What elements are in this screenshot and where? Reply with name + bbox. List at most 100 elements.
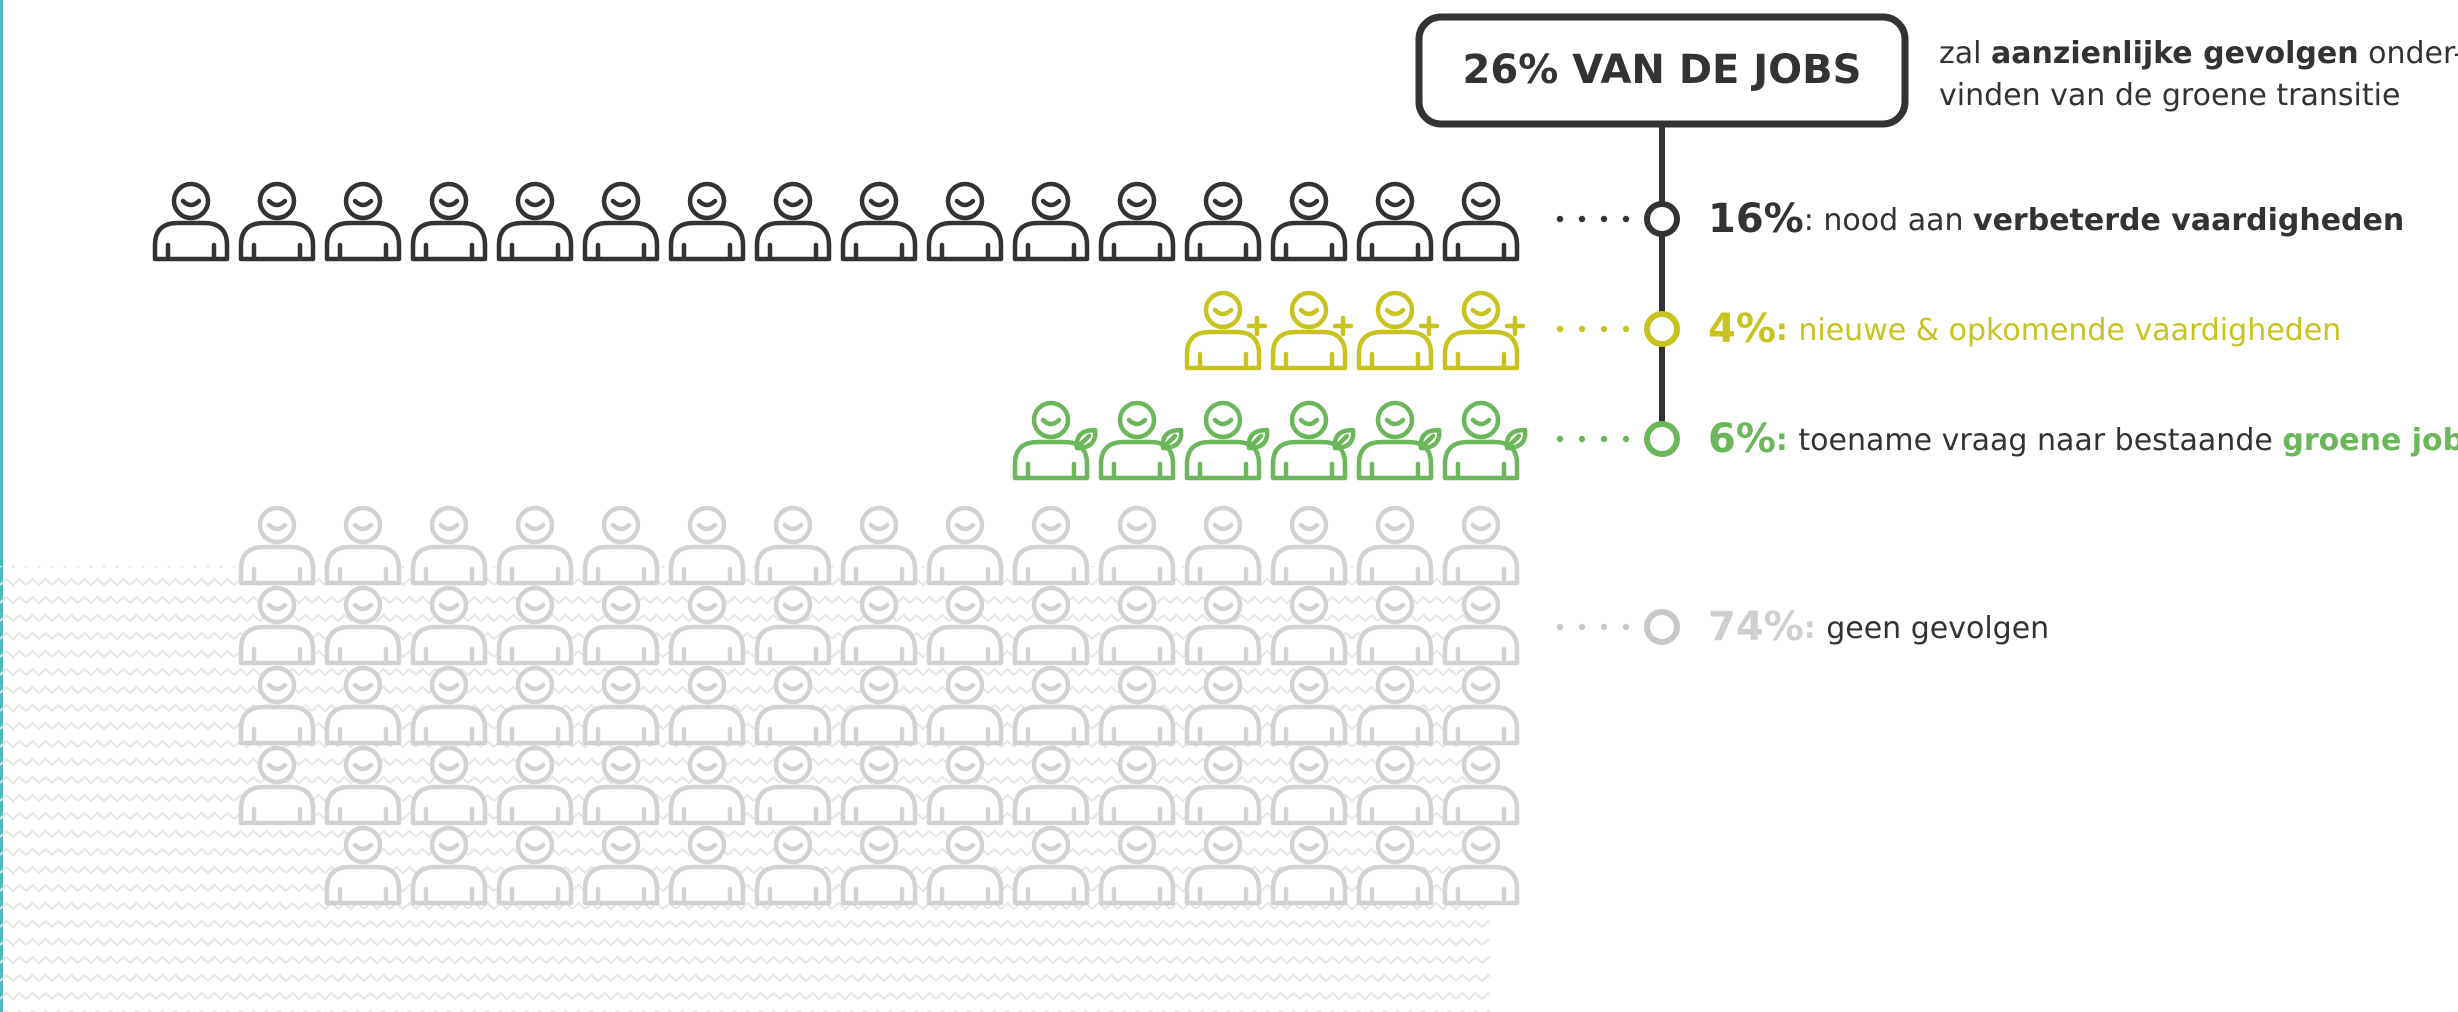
icon-smile xyxy=(1040,762,1062,772)
icon-body xyxy=(1356,220,1434,262)
icon-head xyxy=(1289,745,1329,785)
icon-head xyxy=(687,505,727,545)
icon-head xyxy=(773,505,813,545)
icon-body xyxy=(410,624,488,666)
icon-head xyxy=(859,181,899,221)
person-icon xyxy=(496,505,574,586)
person-icon xyxy=(668,181,746,262)
icon-leaf xyxy=(1418,427,1442,451)
icon-head xyxy=(1031,745,1071,785)
icon-head xyxy=(1117,825,1157,865)
leader-dot xyxy=(1556,215,1564,223)
icon-smile xyxy=(438,198,460,208)
person-icon xyxy=(668,505,746,586)
icon-smile xyxy=(352,198,374,208)
icon-smile xyxy=(1040,522,1062,532)
icon-smile xyxy=(1212,682,1234,692)
person-icon xyxy=(1098,181,1176,262)
person-icon xyxy=(1270,505,1348,586)
icon-body xyxy=(410,864,488,906)
icon-head xyxy=(1375,745,1415,785)
icon-smile xyxy=(524,602,546,612)
icon-smile xyxy=(954,682,976,692)
person-icon xyxy=(324,181,402,262)
icon-head xyxy=(601,745,641,785)
icon-smile xyxy=(782,602,804,612)
person-icon xyxy=(1012,745,1090,826)
person-icon xyxy=(496,665,574,746)
icon-smile xyxy=(352,762,374,772)
person-icon xyxy=(1184,290,1268,371)
icon-head xyxy=(257,745,297,785)
icon-plus xyxy=(1332,315,1354,337)
subtitle-part: onder- xyxy=(2359,36,2458,71)
person-icon xyxy=(754,505,832,586)
marker xyxy=(1644,311,1680,347)
icon-smile xyxy=(868,762,890,772)
person-icon xyxy=(410,585,488,666)
icon-smile xyxy=(438,522,460,532)
icon-body xyxy=(1012,439,1090,481)
icon-body xyxy=(1098,784,1176,826)
person-icon xyxy=(1356,181,1434,262)
icon-head xyxy=(601,585,641,625)
icon-smile xyxy=(868,842,890,852)
percent-label: 4% xyxy=(1708,306,1776,352)
icon-head xyxy=(1375,585,1415,625)
person-icon xyxy=(754,745,832,826)
icon-plus xyxy=(1504,315,1526,337)
legend-label: 16%: nood aan verbeterde vaardigheden xyxy=(1708,196,2404,242)
icon-smile xyxy=(1470,602,1492,612)
person-icon xyxy=(1184,665,1262,746)
icon-smile xyxy=(1298,198,1320,208)
icon-head xyxy=(1461,825,1501,865)
icon-smile xyxy=(610,602,632,612)
icon-head xyxy=(1289,181,1329,221)
icon-head xyxy=(429,181,469,221)
icon-smile xyxy=(868,198,890,208)
icon-head xyxy=(343,825,383,865)
person-icon xyxy=(1098,505,1176,586)
icon-body xyxy=(1356,329,1434,371)
person-icon xyxy=(668,665,746,746)
icon-body xyxy=(582,220,660,262)
icon-head xyxy=(515,585,555,625)
person-icon xyxy=(1012,825,1090,906)
icon-body xyxy=(496,220,574,262)
icon-body xyxy=(1442,704,1520,746)
icon-smile xyxy=(782,522,804,532)
icon-head xyxy=(773,181,813,221)
person-icon xyxy=(324,825,402,906)
icon-smile xyxy=(1384,682,1406,692)
background-pattern xyxy=(0,566,1490,1012)
icon-smile xyxy=(782,762,804,772)
person-icon xyxy=(1098,825,1176,906)
icon-smile xyxy=(438,682,460,692)
icon-smile xyxy=(266,522,288,532)
icon-smile xyxy=(1470,522,1492,532)
icon-smile xyxy=(1212,307,1234,317)
icon-body xyxy=(754,544,832,586)
icon-head xyxy=(945,505,985,545)
icon-body xyxy=(1012,624,1090,666)
icon-smile xyxy=(1040,602,1062,612)
icon-smile xyxy=(954,842,976,852)
leader-dot xyxy=(1556,435,1564,443)
icon-head xyxy=(687,825,727,865)
icon-body xyxy=(1012,544,1090,586)
icon-smile xyxy=(1126,198,1148,208)
icon-smile xyxy=(1470,682,1492,692)
person-icon xyxy=(1442,825,1520,906)
leader-dot xyxy=(1556,623,1564,631)
icon-head xyxy=(773,825,813,865)
person-icon xyxy=(926,665,1004,746)
person-icon xyxy=(1098,665,1176,746)
person-icon xyxy=(1356,665,1434,746)
icon-smile xyxy=(782,198,804,208)
icon-body xyxy=(1184,220,1262,262)
icon-smile xyxy=(1384,417,1406,427)
icon-body xyxy=(840,704,918,746)
person-icon xyxy=(1184,505,1262,586)
icon-body xyxy=(1442,439,1520,481)
icon-smile xyxy=(610,762,632,772)
